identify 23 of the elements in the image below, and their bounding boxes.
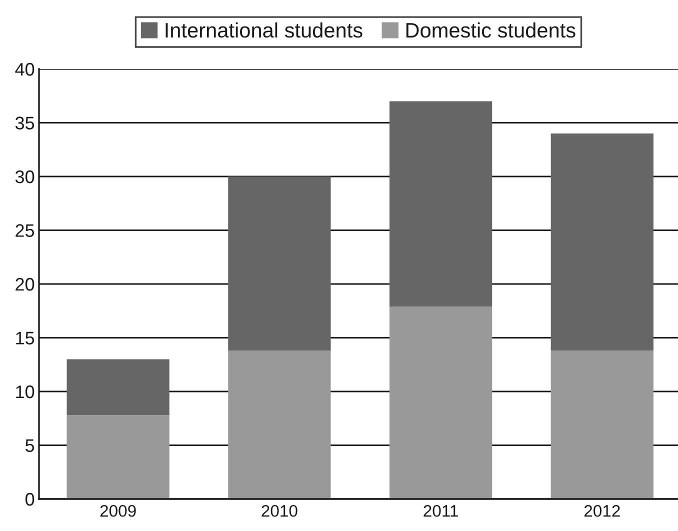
bar — [228, 176, 331, 351]
x-tick-label: 2012 — [584, 504, 620, 517]
x-tick-label: 2011 — [424, 504, 458, 517]
bar — [228, 350, 331, 499]
legend-label: Domestic students — [406, 22, 576, 38]
y-tick-label: 5 — [26, 439, 34, 452]
bar — [389, 306, 492, 499]
x-tick-label: 2010 — [262, 504, 298, 517]
y-tick-label: 10 — [16, 385, 34, 398]
bar — [389, 101, 492, 307]
y-tick-label: 15 — [16, 332, 34, 344]
y-tick-label: 30 — [15, 170, 34, 184]
y-tick-label: 40 — [15, 62, 34, 76]
bar — [550, 350, 654, 499]
x-tick-label: 2009 — [100, 504, 136, 517]
bar — [550, 134, 654, 351]
bar — [66, 415, 170, 499]
y-tick-label: 20 — [16, 278, 34, 291]
bar — [66, 359, 170, 416]
legend-label: International students — [166, 22, 362, 38]
y-tick-label: 35 — [15, 116, 34, 130]
y-tick-label: 0 — [26, 492, 34, 506]
y-tick-label: 25 — [16, 224, 34, 237]
